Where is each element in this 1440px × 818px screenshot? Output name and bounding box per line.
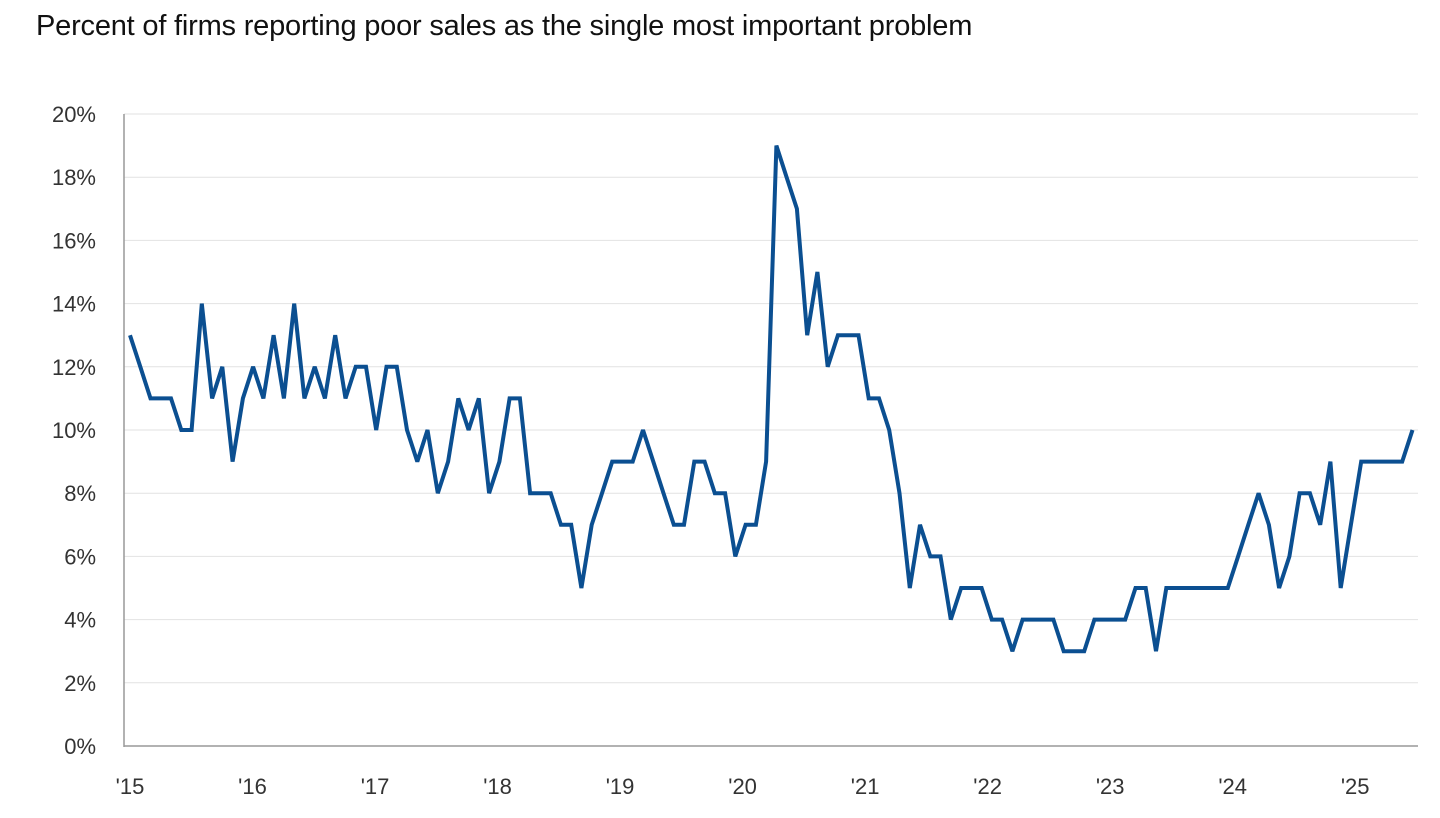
x-tick-label: '22 (973, 774, 1002, 799)
x-tick-label: '21 (851, 774, 880, 799)
x-axis-ticks: '15 '16 '17 '18 '19 '20 '21 '22 '23 '24 '25 (116, 774, 1370, 799)
y-tick-label: 8% (64, 481, 96, 506)
y-tick-label: 6% (64, 544, 96, 569)
x-tick-label: '23 (1096, 774, 1125, 799)
series-line (128, 144, 1415, 654)
x-tick-label: '19 (606, 774, 635, 799)
x-tick-label: '17 (361, 774, 390, 799)
x-tick-label: '20 (728, 774, 757, 799)
x-tick-label: '25 (1341, 774, 1370, 799)
y-tick-label: 14% (52, 292, 96, 317)
y-tick-label: 10% (52, 418, 96, 443)
gridlines (124, 113, 1418, 747)
chart-title: Percent of firms reporting poor sales as… (36, 10, 973, 42)
y-tick-label: 20% (52, 102, 96, 127)
y-axis-ticks: 0% 2% 4% 6% 8% 10% 12% 14% 16% 18% 20% (52, 102, 96, 759)
x-tick-label: '24 (1218, 774, 1247, 799)
y-tick-label: 16% (52, 228, 96, 253)
y-tick-label: 18% (52, 165, 96, 190)
series (128, 144, 1415, 654)
x-tick-label: '16 (238, 774, 267, 799)
y-tick-label: 4% (64, 608, 96, 633)
y-tick-label: 0% (64, 734, 96, 759)
y-tick-label: 12% (52, 355, 96, 380)
x-tick-label: '18 (483, 774, 512, 799)
y-tick-label: 2% (64, 671, 96, 696)
x-tick-label: '15 (116, 774, 145, 799)
